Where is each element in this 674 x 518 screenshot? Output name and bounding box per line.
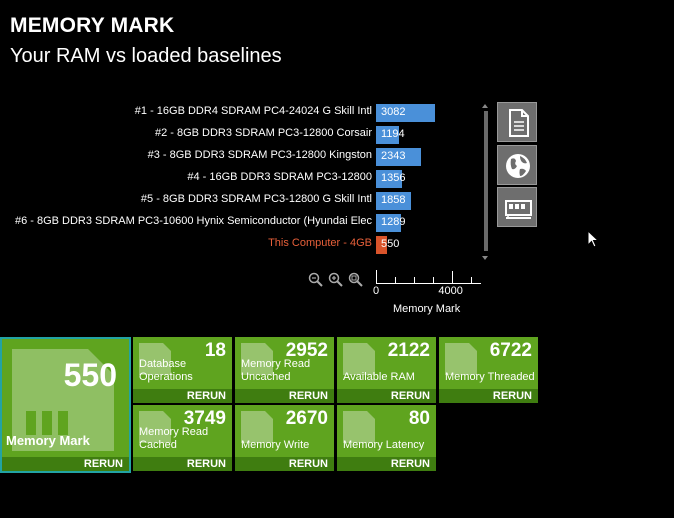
tile-value: 2122 <box>387 340 430 361</box>
bar-value: 1194 <box>381 128 405 140</box>
rerun-button[interactable]: RERUN <box>235 389 334 403</box>
tile-value: 2952 <box>285 340 328 361</box>
memory-card-button[interactable] <box>497 187 537 227</box>
tile-label: Memory Write <box>241 439 310 451</box>
tile-value: 2670 <box>285 408 328 429</box>
ram-chip-icon <box>139 343 171 375</box>
x-axis-title: Memory Mark <box>393 303 461 315</box>
page-subtitle: Your RAM vs loaded baselines <box>10 45 282 67</box>
memory-mark-value: 550 <box>63 357 117 393</box>
rerun-button[interactable]: RERUN <box>337 457 436 471</box>
globe-button[interactable] <box>497 145 537 185</box>
benchmark-tile[interactable]: 80 Memory Latency RERUN <box>337 405 436 471</box>
bar-label: #4 - 16GB DDR3 SDRAM PC3-12800 <box>187 171 372 183</box>
bar-value: 1289 <box>381 216 406 228</box>
tile-label: Memory Latency <box>343 439 425 451</box>
scroll-down-arrow[interactable] <box>482 256 488 260</box>
memory-mark-label: Memory Mark <box>6 433 90 448</box>
benchmark-tile[interactable]: 3749 Memory Read Cached RERUN <box>133 405 232 471</box>
axis-tick <box>433 277 435 283</box>
bar <box>376 126 399 144</box>
ram-chip-icon <box>241 343 273 375</box>
tile-label: Uncached <box>241 371 291 383</box>
tile-label: Memory Read <box>139 426 209 438</box>
rerun-button[interactable]: RERUN <box>133 389 232 403</box>
bar-value: 1858 <box>381 194 406 206</box>
axis-tick <box>452 271 454 283</box>
rerun-button[interactable]: RERUN <box>439 389 538 403</box>
rerun-button[interactable]: RERUN <box>133 457 232 471</box>
bar-value: 550 <box>381 238 400 250</box>
ram-chip-icon <box>445 343 477 375</box>
bar <box>376 148 421 166</box>
chart-row: This Computer - 4GB 550 <box>0 235 480 255</box>
tile-label: Available RAM <box>343 371 415 383</box>
tile-label: Operations <box>139 371 193 383</box>
bar <box>376 192 412 210</box>
chart-row: #4 - 16GB DDR3 SDRAM PC3-12800 1356 <box>0 169 480 189</box>
axis-tick <box>395 277 397 283</box>
bar-value: 1356 <box>381 172 406 184</box>
page-title: MEMORY MARK <box>10 14 175 37</box>
tile-value: 80 <box>408 408 430 429</box>
bar <box>376 236 387 254</box>
tile-label: Memory Threaded <box>445 371 535 383</box>
bar-label: This Computer - 4GB <box>268 237 372 249</box>
tile-label: Memory Read <box>241 358 311 370</box>
globe-icon <box>506 154 530 178</box>
axis-tick <box>471 277 473 283</box>
scroll-up-arrow[interactable] <box>482 104 488 108</box>
ram-chip-icon <box>241 411 273 443</box>
zoom-out-icon[interactable] <box>308 272 324 288</box>
ram-chip-icon <box>139 411 171 443</box>
document-button[interactable] <box>497 102 537 142</box>
bar <box>376 170 402 188</box>
bar-label: #1 - 16GB DDR4 SDRAM PC4-24024 G Skill I… <box>134 105 372 117</box>
tile-label: Database <box>139 358 187 370</box>
ram-chip-icon <box>343 343 375 375</box>
tile-label: Cached <box>139 439 177 451</box>
ram-chip-icon <box>343 411 375 443</box>
scroll-thumb[interactable] <box>484 111 488 251</box>
benchmark-tile[interactable]: 2670 Memory Write RERUN <box>235 405 334 471</box>
benchmark-tile[interactable]: 2122 Available RAM RERUN <box>337 337 436 403</box>
ram-chip-icon <box>12 349 114 451</box>
chart-scrollbar[interactable] <box>481 104 491 260</box>
tile-value: 6722 <box>489 340 532 361</box>
tick-label: 0 <box>373 285 380 297</box>
chart-row: #1 - 16GB DDR4 SDRAM PC4-24024 G Skill I… <box>0 103 480 123</box>
bar-label: #5 - 8GB DDR3 SDRAM PC3-12800 G Skill In… <box>140 193 372 205</box>
bar <box>376 214 401 232</box>
chart-row: #2 - 8GB DDR3 SDRAM PC3-12800 Corsair 119… <box>0 125 480 145</box>
document-icon <box>509 109 529 137</box>
bar-label: #3 - 8GB DDR3 SDRAM PC3-12800 Kingston <box>147 149 372 161</box>
mouse-cursor-icon <box>587 230 599 248</box>
benchmark-tile[interactable]: 6722 Memory Threaded RERUN <box>439 337 538 403</box>
axis-origin-line <box>376 270 377 284</box>
bar-value: 2343 <box>381 150 406 162</box>
benchmark-tile[interactable]: 18 Database Operations RERUN <box>133 337 232 403</box>
benchmark-tile[interactable]: 2952 Memory Read Uncached RERUN <box>235 337 334 403</box>
chart-row: #5 - 8GB DDR3 SDRAM PC3-12800 G Skill In… <box>0 191 480 211</box>
tile-value: 3749 <box>183 408 226 429</box>
chart-row: #3 - 8GB DDR3 SDRAM PC3-12800 Kingston 23… <box>0 147 480 167</box>
rerun-button[interactable]: RERUN <box>337 389 436 403</box>
rerun-button[interactable]: RERUN <box>2 457 129 471</box>
memory-mark-tile[interactable]: 550 Memory Mark RERUN <box>0 337 131 473</box>
bar-value: 3082 <box>381 106 406 118</box>
zoom-in-icon[interactable] <box>328 272 344 288</box>
chart-row: #6 - 8GB DDR3 SDRAM PC3-10600 Hynix Semi… <box>0 213 480 233</box>
memory-card-icon <box>505 200 532 219</box>
bar-label: #6 - 8GB DDR3 SDRAM PC3-10600 Hynix Semi… <box>14 215 372 227</box>
bar <box>376 104 435 122</box>
axis-tick <box>414 277 416 283</box>
tick-label: 4000 <box>438 285 463 297</box>
bar-label: #2 - 8GB DDR3 SDRAM PC3-12800 Corsair <box>154 127 372 139</box>
tile-value: 18 <box>204 340 226 361</box>
axis-line <box>376 283 481 284</box>
zoom-reset-icon[interactable] <box>348 272 364 288</box>
rerun-button[interactable]: RERUN <box>235 457 334 471</box>
